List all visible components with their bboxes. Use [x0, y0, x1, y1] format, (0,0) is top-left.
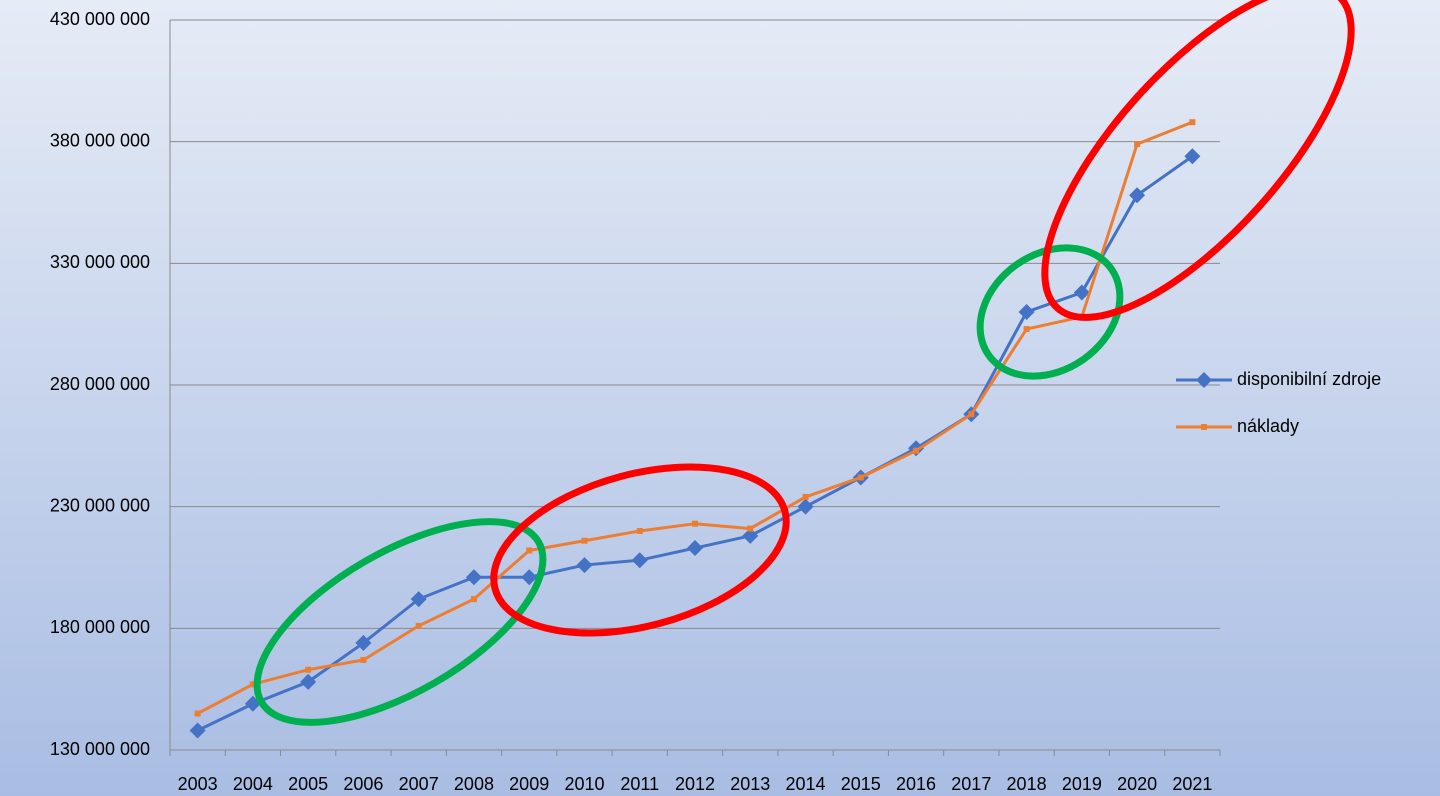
series-line [196, 155, 1194, 732]
point [410, 591, 427, 608]
point [305, 666, 312, 673]
point [189, 722, 206, 739]
x-tick-label: 2007 [399, 774, 439, 794]
point [742, 527, 759, 544]
point [797, 498, 814, 515]
point [360, 656, 367, 663]
x-tick-label: 2014 [786, 774, 826, 794]
point [1184, 148, 1201, 165]
point [300, 673, 317, 690]
highlight-ellipse [1041, 0, 1355, 321]
point [244, 695, 261, 712]
point [576, 557, 593, 574]
y-tick-label: 230 000 000 [50, 495, 150, 515]
point [857, 474, 864, 481]
legend-label: disponibilní zdroje [1237, 369, 1381, 389]
legend-marker [1196, 372, 1212, 388]
x-tick-label: 2019 [1062, 774, 1102, 794]
point [581, 537, 588, 544]
x-tick-label: 2008 [454, 774, 494, 794]
x-tick-label: 2010 [564, 774, 604, 794]
point [355, 634, 372, 651]
highlight-ellipse [253, 518, 547, 726]
y-tick-label: 130 000 000 [50, 739, 150, 759]
x-tick-label: 2017 [951, 774, 991, 794]
point [913, 447, 920, 454]
point [747, 525, 754, 532]
point [692, 520, 698, 527]
x-tick-label: 2013 [730, 774, 770, 794]
series-line [196, 120, 1193, 715]
point [194, 710, 201, 717]
x-tick-label: 2003 [178, 774, 218, 794]
point [465, 569, 482, 586]
point [1134, 141, 1141, 148]
point [968, 411, 975, 418]
point [1023, 326, 1030, 333]
x-tick-label: 2020 [1117, 774, 1157, 794]
y-tick-label: 330 000 000 [50, 252, 150, 272]
y-tick-label: 280 000 000 [50, 374, 150, 394]
x-tick-label: 2011 [620, 774, 659, 794]
point [1073, 284, 1090, 301]
x-tick-label: 2018 [1007, 774, 1047, 794]
point [526, 547, 533, 554]
x-tick-label: 2012 [675, 774, 715, 794]
point [415, 622, 422, 629]
highlight-ellipse [976, 244, 1124, 380]
y-tick-label: 430 000 000 [50, 9, 150, 29]
x-tick-label: 2005 [288, 774, 328, 794]
point [1189, 119, 1196, 126]
x-tick-label: 2006 [343, 774, 383, 794]
x-tick-label: 2021 [1172, 774, 1212, 794]
point [1129, 187, 1146, 204]
point [802, 493, 809, 500]
legend-label: náklady [1237, 416, 1299, 436]
point [521, 569, 538, 586]
y-tick-label: 180 000 000 [50, 617, 150, 637]
x-tick-label: 2009 [509, 774, 549, 794]
point [631, 552, 648, 569]
y-tick-label: 380 000 000 [50, 130, 150, 150]
x-tick-label: 2015 [841, 774, 881, 794]
point [1018, 304, 1035, 320]
x-tick-label: 2016 [896, 774, 936, 794]
x-tick-label: 2004 [233, 774, 273, 794]
highlight-ellipse [490, 463, 790, 637]
point [470, 596, 477, 603]
point [687, 540, 703, 557]
point [636, 528, 643, 534]
legend-marker [1201, 424, 1207, 430]
point [249, 681, 256, 688]
